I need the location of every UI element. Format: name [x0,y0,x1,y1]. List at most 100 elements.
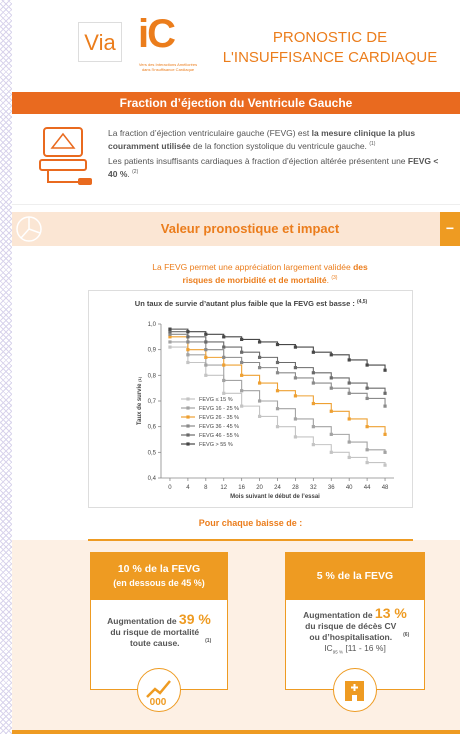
svg-text:000: 000 [150,697,167,708]
point-marker [222,335,226,339]
point-marker [275,389,280,393]
point-marker [222,363,226,367]
point-marker [204,348,208,352]
logo-via: Via [78,22,122,62]
x-tick-label: 4 [186,485,190,491]
text: Les patients insuffisants cardiaques à f… [108,155,408,166]
y-tick-label: 0,8 [148,373,157,379]
chart: Un taux de survie d’autant plus faible q… [88,290,413,508]
tagline-2: dans l'Insuffisance Cardiaque [141,67,195,72]
big-number: 39 % [178,611,211,627]
legend-marker [186,424,190,428]
section-band: Fraction d’éjection du Ventricule Gauche [12,92,460,114]
x-tick-label: 32 [310,485,317,491]
point-marker [168,345,172,349]
point-marker [293,394,298,398]
legend-label: FEVG > 55 % [199,442,233,448]
point-marker [204,340,208,344]
page-title: PRONOSTIC DE L'INSUFFISANCE CARDIAQUE [215,28,445,68]
legend-label: FEVG 16 - 25 % [199,406,239,412]
pattern-strip [0,0,12,734]
point-marker [329,432,333,436]
section2-band [12,212,460,246]
section2-title: Valeur pronostique et impact [160,221,340,236]
point-marker [383,432,387,436]
ci-range: [11 - 16 %] [345,643,386,653]
point-marker [275,407,280,411]
ref: (6) [403,632,410,639]
bold-text: la mesure clinique la plus couramment ut… [108,128,416,151]
card-head-line: 5 % de la FEVG [316,570,394,582]
x-tick-label: 36 [328,485,335,491]
point-marker [240,389,244,393]
point-marker [347,455,351,460]
point-marker [293,345,298,349]
legend-label: FEVG 36 - 45 % [199,424,239,430]
divider [12,204,460,205]
point-marker [240,337,244,341]
ref: (1) [369,141,376,147]
point-marker [383,368,387,372]
point-marker [222,355,226,359]
point-marker [311,443,315,447]
y-tick-label: 0,7 [148,399,157,405]
collapse-toggle[interactable]: − [440,212,460,246]
point-marker [347,358,351,362]
x-tick-label: 0 [168,485,172,491]
paragraph: La fraction d’éjection ventriculaire gau… [108,128,443,152]
legend-marker [186,433,190,437]
point-marker [329,386,333,390]
point-marker [293,435,298,439]
point-marker [240,404,244,408]
x-tick-label: 20 [256,485,263,491]
point-marker [257,355,262,359]
point-marker [365,363,369,367]
point-marker [257,381,262,385]
x-tick-label: 40 [346,485,353,491]
title-line: PRONOSTIC DE [272,29,388,46]
point-marker [383,450,387,454]
point-marker [311,401,315,406]
y-label-text: Taux de survie [137,383,143,425]
y-tick-label: 0,6 [148,425,157,431]
point-marker [275,425,280,429]
point-marker [365,448,369,452]
section2-intro: La FEVG permet une appréciation largemen… [150,262,370,286]
point-marker [222,391,226,395]
text: La fraction d’éjection ventriculaire gau… [108,128,312,138]
x-tick-label: 12 [220,485,227,491]
point-marker [168,330,172,334]
point-marker [204,363,208,367]
x-tick-label: 44 [364,485,371,491]
card: 10 % de la FEVG (en dessous de 45 %) Augm… [90,552,228,690]
point-marker [329,376,333,380]
chart-title-text: Un taux de survie d’autant plus faible q… [135,299,355,308]
divider [88,539,413,541]
bold-text: FEVG < 40 % [108,155,439,179]
point-marker [329,409,333,413]
y-tick-label: 1,0 [148,322,157,328]
y-axis-label: Taux de survie (1) [137,376,143,425]
y-label-ref: (1) [137,376,142,382]
per-drop-label: Pour chaque baisse de : [198,518,303,528]
point-marker [275,371,280,375]
point-marker [383,463,387,467]
point-marker [293,366,298,370]
point-marker [168,340,172,344]
ci-sub: 95 % [332,649,343,655]
text: Augmentation de [107,616,179,626]
text: de la fonction systolique du ventricule … [190,140,367,151]
point-marker [222,345,226,349]
ci: IC95 % [11 - 16 %] [286,643,424,658]
y-tick-label: 0,4 [148,476,157,482]
point-marker [311,350,315,354]
point-marker [347,391,351,395]
point-marker [168,327,172,331]
text: du risque de décès CV ou d’hospitalisati… [305,621,397,642]
big-number: 13 % [374,605,407,621]
point-marker [204,332,208,336]
growth-icon: 000 [137,668,181,712]
point-marker [275,342,280,347]
legend-label: FEVG 26 - 35 % [199,415,239,421]
